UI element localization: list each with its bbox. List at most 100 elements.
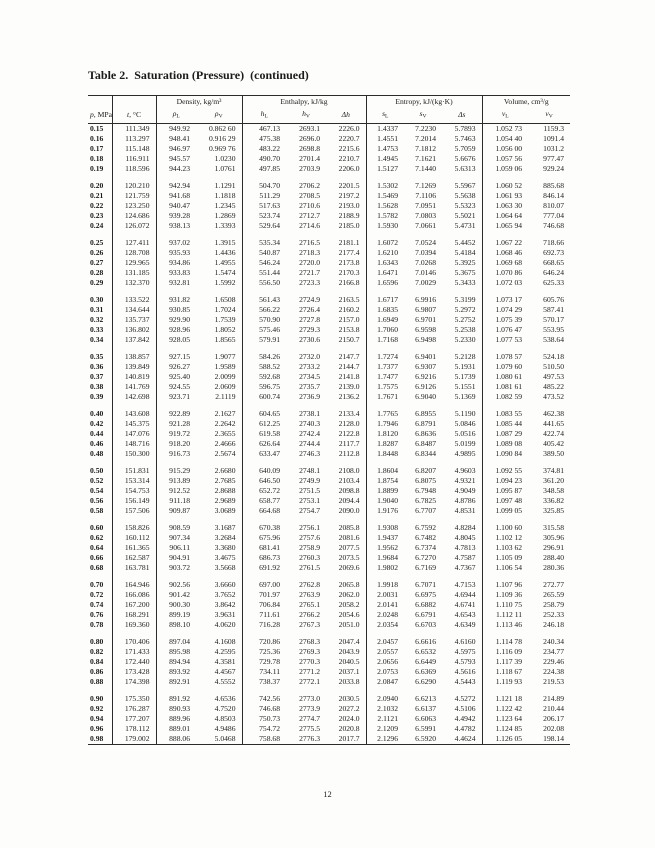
spacer-cell — [404, 288, 442, 295]
value-cell: 1091.4 — [543, 133, 565, 143]
value-cell: 939.28 — [155, 210, 196, 221]
value-cell: 1.068 46 — [481, 247, 529, 258]
value-cell: 4.7153 — [454, 579, 476, 589]
value-cell: 1.7539 — [214, 314, 236, 324]
value-cell: 2139.0 — [338, 381, 360, 391]
value-cell: 5.0468 — [214, 733, 236, 743]
value-cell: 2136.2 — [338, 391, 360, 401]
spacer-cell — [442, 459, 482, 466]
spacer-cell — [155, 572, 196, 580]
spacer-cell — [111, 629, 156, 637]
table-row: 0.80 170.406 897.04 4.1608 720.86 2768.3 2047.… — [88, 636, 570, 647]
value-cell: 510.50 — [543, 361, 565, 371]
value-cell: 738.37 — [241, 676, 287, 687]
value-cell: 6.9701 — [415, 314, 437, 324]
value-cell: 2150.7 — [338, 334, 360, 344]
value-cell: 2122.8 — [338, 428, 360, 438]
value-cell: 1.074 29 — [481, 304, 529, 315]
value-cell: 6.9807 — [415, 304, 437, 314]
value-cell: 7.1269 — [415, 180, 437, 190]
value-cell: 2133.4 — [338, 408, 360, 418]
column-header: sL — [365, 108, 405, 124]
value-cell: 619.58 — [241, 428, 287, 439]
value-cell: 2751.5 — [299, 485, 321, 495]
value-cell: 1.4955 — [214, 257, 236, 267]
value-cell: 2.0609 — [214, 381, 236, 391]
value-cell: 315.58 — [543, 522, 565, 532]
value-cell: 6.6791 — [415, 609, 437, 619]
value-cell: 6.9040 — [415, 391, 437, 401]
value-cell: 605.76 — [543, 294, 565, 304]
value-cell: 1.8052 — [214, 324, 236, 334]
value-cell: 2.1032 — [365, 703, 405, 714]
value-cell: 587.41 — [543, 304, 565, 314]
value-cell: 1.092 55 — [481, 465, 529, 476]
value-cell: 1.099 05 — [481, 505, 529, 516]
value-cell: 1.5930 — [365, 220, 405, 231]
value-cell: 219.53 — [543, 676, 565, 686]
value-cell: 1.073 17 — [481, 294, 529, 305]
value-cell: 168.291 — [111, 609, 156, 620]
table-row: 0.24 126.072 938.13 1.3393 529.64 2714.6 2185.… — [88, 220, 570, 231]
value-cell: 497.53 — [543, 371, 565, 381]
value-cell: 1.6508 — [214, 294, 236, 304]
value-cell: 810.07 — [543, 200, 565, 210]
table-row: 0.86 173.428 893.92 4.4567 734.11 2771.2 2037.… — [88, 666, 570, 677]
value-cell: 6.6369 — [415, 666, 437, 676]
value-cell: 483.22 — [241, 143, 287, 154]
value-cell: 911.18 — [155, 495, 196, 506]
value-cell: 4.0620 — [214, 619, 236, 629]
spacer-cell — [241, 629, 287, 637]
value-cell: 5.1369 — [454, 391, 476, 401]
value-cell: 546.24 — [241, 257, 287, 268]
value-cell: 111.349 — [111, 123, 156, 134]
pressure-cell: 0.90 — [90, 693, 104, 703]
pressure-cell: 0.21 — [90, 190, 104, 200]
pressure-cell: 0.30 — [90, 294, 104, 304]
value-cell: 224.38 — [543, 666, 565, 676]
column-header: vL — [481, 108, 529, 124]
value-cell: 524.18 — [543, 351, 565, 361]
spacer-cell — [286, 516, 326, 523]
value-cell: 596.75 — [241, 381, 287, 392]
spacer-cell — [286, 573, 326, 580]
value-cell: 1.114 78 — [481, 636, 529, 647]
value-cell: 1.5469 — [365, 190, 405, 201]
value-cell: 7.1106 — [415, 190, 437, 200]
value-cell: 246.18 — [543, 619, 565, 629]
value-cell: 670.38 — [241, 522, 287, 533]
value-cell: 2.4666 — [214, 438, 236, 448]
column-header: hV — [286, 108, 327, 124]
value-cell: 681.41 — [241, 542, 287, 553]
spacer-cell — [286, 288, 326, 295]
value-cell: 2701.4 — [299, 153, 321, 163]
value-cell: 1.7060 — [365, 324, 405, 335]
value-cell: 718.66 — [543, 237, 565, 247]
value-cell: 6.6703 — [415, 619, 437, 629]
table-row: 0.22 123.250 940.47 1.2345 517.63 2710.6 2193.… — [88, 200, 570, 211]
value-cell: 1.6210 — [365, 247, 405, 258]
value-cell: 6.5920 — [415, 733, 437, 743]
value-cell: 2220.7 — [338, 133, 360, 143]
pressure-cell: 0.92 — [90, 703, 104, 713]
value-cell: 234.77 — [543, 646, 565, 656]
column-header: Δh — [326, 108, 367, 124]
table-row: 0.34 137.842 928.05 1.8565 579.91 2730.6 2150.… — [88, 334, 570, 345]
value-cell: 3.5668 — [214, 562, 236, 572]
table-header: Density, kg/m³ Enthalpy, kJ/kg Entropy, kJ… — [88, 95, 571, 124]
spacer-cell — [481, 572, 529, 580]
value-cell: 1.6949 — [365, 314, 405, 325]
value-cell: 2043.9 — [338, 646, 360, 656]
group-spacer-row — [88, 629, 570, 637]
table-row: 0.50 151.831 915.29 2.6680 640.09 2748.1 2108.… — [88, 465, 570, 476]
value-cell: 750.73 — [241, 713, 287, 724]
table-row: 0.94 177.207 889.96 4.8503 750.73 2774.7 2024.… — [88, 713, 570, 724]
spacer-cell — [196, 630, 242, 637]
value-cell: 1.113 46 — [481, 619, 529, 630]
value-cell: 3.9631 — [214, 609, 236, 619]
value-cell: 2.5674 — [214, 448, 236, 458]
value-cell: 2033.8 — [338, 676, 360, 686]
value-cell: 2065.8 — [338, 579, 360, 589]
value-cell: 898.10 — [155, 619, 196, 630]
table-row: 0.38 141.769 924.55 2.0609 596.75 2735.7 2139.… — [88, 381, 570, 392]
